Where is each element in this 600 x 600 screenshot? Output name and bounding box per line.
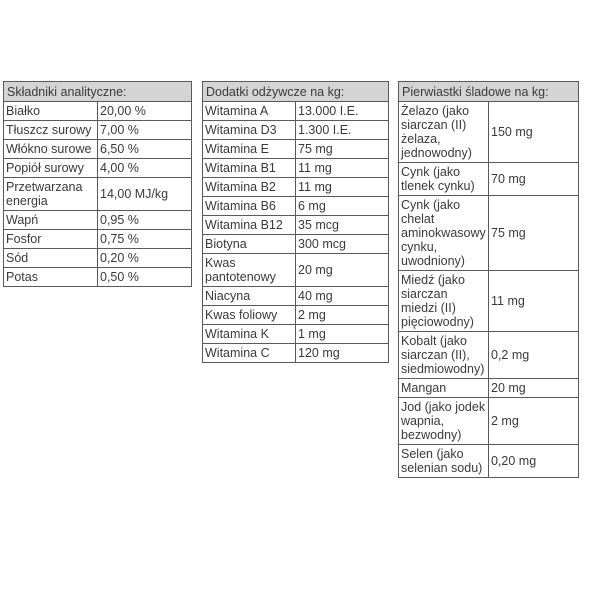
ingredient-name-cell: Witamina E [202,139,296,159]
ingredient-name-cell: Popiół surowy [3,158,98,178]
ingredient-name-cell: Włókno surowe [3,139,98,159]
ingredient-name-cell: Niacyna [202,286,296,306]
table-row: Przetwarzana energia 14,00 MJ/kg [3,177,192,211]
ingredient-value-cell: 0,50 % [97,267,192,287]
table-row: Tłuszcz surowy 7,00 % [3,120,192,140]
table-row: Witamina B1 11 mg [202,158,389,178]
table-row: Popiół surowy 4,00 % [3,158,192,178]
ingredient-value-cell: 1 mg [295,324,389,344]
table-row: Wapń 0,95 % [3,210,192,230]
ingredient-name-cell: Witamina D3 [202,120,296,140]
table-row: Białko 20,00 % [3,101,192,121]
ingredient-name-cell: Witamina B1 [202,158,296,178]
ingredient-name-cell: Wapń [3,210,98,230]
ingredient-value-cell: 20 mg [488,378,579,398]
analytical-components-table: Składniki analityczne: Białko 20,00 % Tłus… [3,81,192,287]
ingredient-value-cell: 0,75 % [97,229,192,249]
ingredient-name-cell: Biotyna [202,234,296,254]
table-row: Witamina C 120 mg [202,343,389,363]
ingredient-name-cell: Witamina K [202,324,296,344]
ingredient-name-cell: Żelazo (jako siarczan (II) żelaza, jedno… [398,101,489,163]
ingredient-name-cell: Witamina A [202,101,296,121]
ingredient-value-cell: 7,00 % [97,120,192,140]
ingredient-value-cell: 150 mg [488,101,579,163]
ingredient-name-cell: Jod (jako jodek wapnia, bezwodny) [398,397,489,445]
ingredient-name-cell: Tłuszcz surowy [3,120,98,140]
ingredient-value-cell: 300 mcg [295,234,389,254]
ingredient-value-cell: 0,95 % [97,210,192,230]
ingredient-name-cell: Przetwarzana energia [3,177,98,211]
ingredient-value-cell: 75 mg [295,139,389,159]
ingredient-name-cell: Cynk (jako chelat aminokwasowy cynku, uw… [398,195,489,271]
table-row: Kobalt (jako siarczan (II), siedmiowodny… [398,331,579,379]
ingredient-value-cell: 120 mg [295,343,389,363]
ingredient-name-cell: Witamina C [202,343,296,363]
ingredient-value-cell: 6,50 % [97,139,192,159]
ingredient-value-cell: 11 mg [295,177,389,197]
ingredient-value-cell: 2 mg [488,397,579,445]
table-row: Cynk (jako chelat aminokwasowy cynku, uw… [398,195,579,271]
nutritional-additives-table: Dodatki odżywcze na kg: Witamina A 13.000… [202,81,389,363]
table-row: Potas 0,50 % [3,267,192,287]
ingredient-value-cell: 11 mg [488,270,579,332]
ingredient-value-cell: 2 mg [295,305,389,325]
ingredient-name-cell: Fosfor [3,229,98,249]
ingredient-name-cell: Cynk (jako tlenek cynku) [398,162,489,196]
ingredient-value-cell: 40 mg [295,286,389,306]
ingredient-name-cell: Sód [3,248,98,268]
ingredient-value-cell: 0,2 mg [488,331,579,379]
table-row: Witamina E 75 mg [202,139,389,159]
ingredient-name-cell: Mangan [398,378,489,398]
table-header: Pierwiastki śladowe na kg: [398,81,579,102]
table-row: Biotyna 300 mcg [202,234,389,254]
table-row: Niacyna 40 mg [202,286,389,306]
ingredient-name-cell: Białko [3,101,98,121]
ingredient-value-cell: 14,00 MJ/kg [97,177,192,211]
table-row: Włókno surowe 6,50 % [3,139,192,159]
table-row: Witamina B6 6 mg [202,196,389,216]
ingredient-name-cell: Kwas foliowy [202,305,296,325]
ingredient-name-cell: Miedź (jako siarczan miedzi (II) pięciow… [398,270,489,332]
table-row: Kwas pantotenowy 20 mg [202,253,389,287]
table-row: Sód 0,20 % [3,248,192,268]
ingredient-value-cell: 0,20 mg [488,444,579,478]
ingredient-value-cell: 6 mg [295,196,389,216]
ingredient-value-cell: 20 mg [295,253,389,287]
table-row: Mangan 20 mg [398,378,579,398]
ingredient-value-cell: 11 mg [295,158,389,178]
table-row: Witamina B2 11 mg [202,177,389,197]
table-row: Witamina D3 1.300 I.E. [202,120,389,140]
table-row: Fosfor 0,75 % [3,229,192,249]
table-row: Cynk (jako tlenek cynku) 70 mg [398,162,579,196]
table-header: Dodatki odżywcze na kg: [202,81,389,102]
ingredient-value-cell: 4,00 % [97,158,192,178]
trace-elements-table: Pierwiastki śladowe na kg: Żelazo (jako … [398,81,579,478]
table-row: Witamina A 13.000 I.E. [202,101,389,121]
ingredient-value-cell: 70 mg [488,162,579,196]
ingredient-name-cell: Witamina B6 [202,196,296,216]
ingredient-name-cell: Kobalt (jako siarczan (II), siedmiowodny… [398,331,489,379]
table-header: Składniki analityczne: [3,81,192,102]
ingredient-value-cell: 20,00 % [97,101,192,121]
table-row: Selen (jako selenian sodu) 0,20 mg [398,444,579,478]
ingredient-name-cell: Potas [3,267,98,287]
table-row: Żelazo (jako siarczan (II) żelaza, jedno… [398,101,579,163]
table-row: Kwas foliowy 2 mg [202,305,389,325]
table-row: Jod (jako jodek wapnia, bezwodny) 2 mg [398,397,579,445]
ingredient-name-cell: Witamina B2 [202,177,296,197]
ingredient-name-cell: Kwas pantotenowy [202,253,296,287]
ingredient-value-cell: 0,20 % [97,248,192,268]
ingredient-value-cell: 1.300 I.E. [295,120,389,140]
ingredient-value-cell: 75 mg [488,195,579,271]
ingredient-name-cell: Witamina B12 [202,215,296,235]
table-row: Witamina B12 35 mcg [202,215,389,235]
ingredient-value-cell: 13.000 I.E. [295,101,389,121]
table-row: Miedź (jako siarczan miedzi (II) pięciow… [398,270,579,332]
ingredient-value-cell: 35 mcg [295,215,389,235]
ingredient-name-cell: Selen (jako selenian sodu) [398,444,489,478]
